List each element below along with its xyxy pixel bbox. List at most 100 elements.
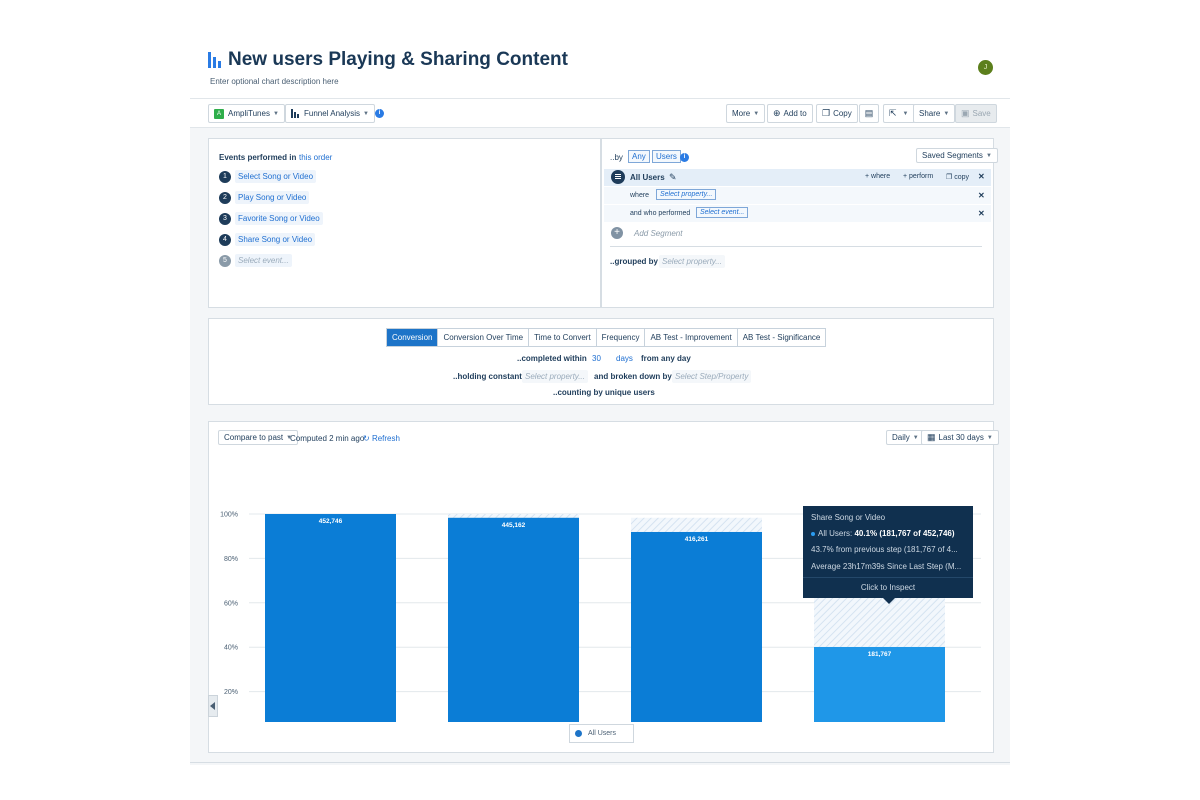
counting-selector[interactable]: ..counting by unique users — [553, 388, 655, 397]
chart-description[interactable]: Enter optional chart description here — [210, 77, 339, 86]
users-selector[interactable]: Users — [652, 150, 681, 163]
step-number: 4 — [219, 234, 231, 246]
pencil-icon[interactable]: ✎ — [669, 172, 677, 182]
tooltip-previous-step: 43.7% from previous step (181,767 of 4..… — [811, 545, 958, 554]
bar-count-label: 181,767 — [868, 651, 892, 658]
where-property-input[interactable]: Select property... — [656, 189, 717, 200]
broken-down-input[interactable]: Select Step/Property — [672, 370, 752, 383]
chevron-down-icon: ▼ — [902, 110, 909, 117]
copy-icon: ❐ — [822, 108, 831, 118]
copy-segment-button[interactable]: ❐ copy — [946, 173, 969, 181]
events-label: Events performed in — [219, 153, 297, 162]
avatar[interactable]: J — [978, 60, 993, 75]
days-input[interactable]: 30 — [592, 354, 601, 363]
share-button[interactable]: Share ▼ — [913, 104, 956, 123]
event-step-4[interactable]: Share Song or Video — [235, 233, 316, 246]
tab-ab-test-significance[interactable]: AB Test - Significance — [737, 329, 826, 346]
export-button[interactable]: ⇱ ▼ — [883, 104, 915, 123]
copy-icon: ❐ — [946, 174, 953, 181]
select-event-input[interactable]: Select event... — [235, 254, 292, 267]
performed-event-input[interactable]: Select event... — [696, 207, 749, 218]
refresh-icon: ↻ — [363, 434, 370, 443]
from-any-day-selector[interactable]: from any day — [641, 354, 691, 363]
bar-2[interactable] — [448, 517, 579, 722]
holding-constant-label: ..holding constant — [453, 372, 522, 381]
save-label: Save — [972, 109, 991, 118]
segment-name[interactable]: All Users — [630, 173, 665, 182]
chart-view-tabs: Conversion Conversion Over Time Time to Co… — [386, 328, 827, 347]
segment-menu-icon[interactable] — [611, 170, 625, 184]
completed-within-label: ..completed within — [517, 354, 587, 363]
funnel-icon — [291, 109, 300, 118]
any-selector[interactable]: Any — [628, 150, 650, 163]
info-icon[interactable]: i — [375, 109, 384, 118]
tooltip-arrow — [883, 598, 895, 604]
where-label: where — [630, 192, 650, 199]
bar-tooltip: Share Song or Video All Users: 40.1% (18… — [803, 506, 973, 604]
bar-3[interactable] — [631, 531, 762, 722]
tooltip-users-line: All Users: 40.1% (181,767 of 452,746) — [811, 529, 966, 538]
refresh-button[interactable]: ↻ Refresh — [363, 434, 400, 443]
bar-1[interactable] — [265, 514, 396, 722]
bar-4[interactable] — [814, 646, 945, 722]
app-badge-icon: A — [214, 108, 224, 119]
info-icon[interactable]: i — [680, 153, 689, 162]
close-icon[interactable]: ✕ — [978, 209, 985, 218]
chevron-down-icon: ▼ — [363, 110, 369, 117]
add-segment-icon[interactable]: + — [611, 227, 623, 239]
event-step-1[interactable]: Select Song or Video — [235, 170, 317, 183]
add-perform-button[interactable]: + perform — [903, 173, 934, 180]
legend-all-users[interactable]: All Users — [569, 724, 634, 743]
app-selector[interactable]: A AmpliTunes ▼ — [208, 104, 285, 123]
chevron-down-icon: ▼ — [912, 434, 919, 441]
chevron-down-icon: ▼ — [986, 434, 993, 441]
tab-frequency[interactable]: Frequency — [596, 329, 646, 346]
more-button[interactable]: More ▼ — [726, 104, 766, 123]
click-to-inspect-button[interactable]: Click to Inspect — [860, 583, 916, 592]
bar-count-label: 416,261 — [685, 536, 709, 543]
tooltip-title: Share Song or Video — [811, 513, 886, 522]
chart-type-selector[interactable]: Funnel Analysis ▼ — [285, 104, 375, 123]
chart-header: New users Playing & Sharing Content Ente… — [190, 40, 1010, 98]
date-range-selector[interactable]: ▦ Last 30 days ▼ — [921, 430, 999, 445]
close-icon[interactable]: ✕ — [978, 172, 985, 181]
collapse-sidebar-button[interactable] — [208, 695, 218, 717]
segment-panel: ..by Any Users i Saved Segments ▼ All Us… — [601, 138, 998, 308]
comment-button[interactable]: ▤ — [859, 104, 879, 123]
calendar-icon: ▦ — [927, 432, 936, 442]
add-segment-button[interactable]: Add Segment — [634, 229, 683, 238]
tab-ab-test-improvement[interactable]: AB Test - Improvement — [645, 329, 738, 346]
add-to-button[interactable]: ⊕ Add to — [767, 104, 813, 123]
y-tick-label: 20% — [224, 689, 238, 696]
app-window: New users Playing & Sharing Content Ente… — [190, 40, 1010, 765]
page-title[interactable]: New users Playing & Sharing Content — [228, 49, 568, 70]
funnel-settings-panel: Conversion Conversion Over Time Time to Co… — [208, 318, 994, 405]
share-label: Share — [919, 109, 941, 118]
add-where-button[interactable]: + where — [865, 173, 891, 180]
tab-conversion[interactable]: Conversion — [387, 329, 439, 346]
event-step-3[interactable]: Favorite Song or Video — [235, 212, 323, 225]
copy-button[interactable]: ❐ Copy — [816, 104, 858, 123]
tab-conversion-over-time[interactable]: Conversion Over Time — [438, 329, 530, 346]
tooltip-users-value: 40.1% (181,767 of 452,746) — [854, 529, 955, 538]
y-tick-label: 40% — [224, 645, 238, 652]
close-icon[interactable]: ✕ — [978, 191, 985, 200]
compare-to-past-button[interactable]: Compare to past ▼ — [218, 430, 299, 445]
divider — [190, 762, 1010, 763]
step-number: 5 — [219, 255, 231, 267]
days-unit-selector[interactable]: days — [616, 354, 633, 363]
chevron-down-icon: ▼ — [985, 152, 992, 159]
grouped-by-input[interactable]: Select property... — [659, 255, 725, 268]
compare-label: Compare to past — [224, 433, 284, 442]
event-order-selector[interactable]: this order — [299, 153, 333, 162]
event-step-2[interactable]: Play Song or Video — [235, 191, 310, 204]
saved-segments-button[interactable]: Saved Segments ▼ — [916, 148, 998, 163]
tab-time-to-convert[interactable]: Time to Convert — [529, 329, 597, 346]
app-name: AmpliTunes — [228, 109, 270, 118]
legend-label: All Users — [588, 730, 617, 737]
save-button[interactable]: ▣ Save — [955, 104, 997, 123]
tooltip-average-time: Average 23h17m39s Since Last Step (M... — [811, 562, 962, 571]
chevron-down-icon: ▼ — [943, 110, 950, 117]
holding-property-input[interactable]: Select property... — [522, 370, 588, 383]
save-icon: ▣ — [961, 108, 970, 118]
